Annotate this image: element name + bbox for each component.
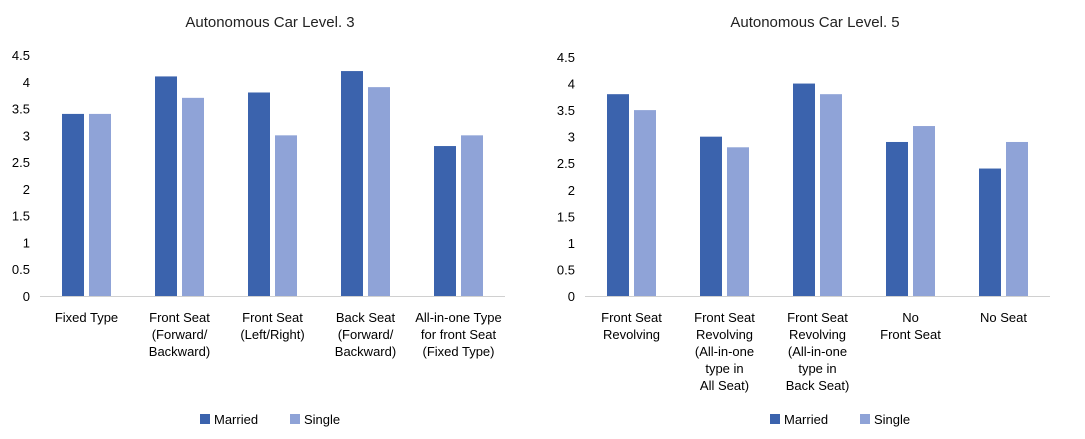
category-label-line: Front Seat [694, 310, 755, 325]
chart-level-5-svg: Autonomous Car Level. 5 0 0.5 1 1.5 2 2.5 3 3.5 4… [557, 14, 1050, 427]
legend-swatch-married [770, 414, 780, 424]
bar-single-1 [727, 147, 749, 296]
category-label-line: for front Seat [421, 327, 497, 342]
y-tick-label: 3 [23, 128, 30, 143]
category-label-line: No [902, 310, 919, 325]
y-tick-label: 1 [568, 236, 575, 251]
bar-married-0 [62, 113, 84, 297]
category-label-line: Front Seat [601, 310, 662, 325]
category-label-line: No Seat [980, 310, 1027, 325]
y-tick-label: 1 [23, 235, 30, 250]
category-label: Front Seat Revolving [601, 310, 662, 342]
y-tick-label: 3.5 [12, 102, 30, 117]
bar-married-2 [793, 83, 815, 296]
category-label-line: type in [798, 361, 836, 376]
y-tick-label: 3 [568, 130, 575, 145]
category-label-line: Revolving [789, 327, 846, 342]
y-tick-label: 0 [23, 289, 30, 304]
legend-label-single: Single [304, 412, 340, 427]
category-label-line: Backward) [149, 344, 210, 359]
category-label-line: Revolving [696, 327, 753, 342]
bar-married-1 [155, 76, 177, 296]
bar-single-1 [182, 97, 204, 296]
category-label-line: (Forward/ [338, 327, 394, 342]
y-tick-label: 3.5 [557, 103, 575, 118]
y-tick-label: 4.5 [12, 48, 30, 63]
chart-level-5: Autonomous Car Level. 5 0 0.5 1 1.5 2 2.5 3 3.5 4… [545, 0, 1085, 439]
bar-married-4 [979, 168, 1001, 296]
bar-married-0 [607, 94, 629, 296]
y-tick-label: 2.5 [12, 155, 30, 170]
bar-single-3 [368, 87, 390, 296]
category-label-line: (Left/Right) [240, 327, 304, 342]
category-label: Back Seat (Forward/Backward) [335, 310, 396, 359]
chart-level-3: Autonomous Car Level. 3 0 0.5 1 1.5 2 2.5 3 3.5 4… [0, 0, 540, 439]
y-tick-label: 2 [23, 182, 30, 197]
category-label-line: All-in-one Type [415, 310, 501, 325]
category-label-line: Front Seat [242, 310, 303, 325]
category-label-line: (Forward/ [152, 327, 208, 342]
category-label: Fixed Type [55, 310, 118, 325]
category-label-line: Back Seat) [786, 378, 850, 393]
legend-label-married: Married [784, 412, 828, 427]
category-label-line: Revolving [603, 327, 660, 342]
bar-married-4 [434, 146, 456, 296]
y-tick-label: 0.5 [557, 262, 575, 277]
category-label: No Front Seat [880, 310, 941, 342]
category-label-line: (All-in-one [695, 344, 754, 359]
legend-swatch-single [860, 414, 870, 424]
category-label: No Seat [980, 310, 1027, 325]
category-label: Front Seat Revolving (All-in-one type in Bac… [786, 310, 850, 393]
y-tick-label: 0.5 [12, 262, 30, 277]
category-label-line: Front Seat [149, 310, 210, 325]
bar-married-3 [886, 141, 908, 296]
chart-level-3-svg: Autonomous Car Level. 3 0 0.5 1 1.5 2 2.5 3 3.5 4… [12, 14, 505, 427]
bar-single-0 [634, 110, 656, 296]
category-label-line: Back Seat [336, 310, 396, 325]
category-label: Front Seat (Left/Right) [240, 310, 304, 342]
bar-single-2 [820, 94, 842, 296]
legend-swatch-married [200, 414, 210, 424]
category-label-line: (Fixed Type) [422, 344, 494, 359]
category-label-line: type in [705, 361, 743, 376]
legend-label-single: Single [874, 412, 910, 427]
category-label-line: Fixed Type [55, 310, 118, 325]
legend-label-married: Married [214, 412, 258, 427]
category-label-line: Front Seat [880, 327, 941, 342]
bar-single-4 [461, 135, 483, 296]
category-label: All-in-one Type for front Seat (Fixed Type… [415, 310, 501, 359]
category-label-line: All Seat) [700, 378, 749, 393]
chart-title: Autonomous Car Level. 5 [730, 14, 899, 31]
y-tick-label: 4 [568, 77, 575, 92]
bar-single-4 [1006, 141, 1028, 296]
y-tick-label: 0 [568, 289, 575, 304]
y-tick-label: 4 [23, 75, 30, 90]
y-tick-label: 4.5 [557, 50, 575, 65]
category-label-line: Backward) [335, 344, 396, 359]
category-label-line: (All-in-one [788, 344, 847, 359]
bar-single-3 [913, 126, 935, 297]
category-label-line: Front Seat [787, 310, 848, 325]
bar-married-1 [700, 136, 722, 296]
category-label: Front Seat Revolving (All-in-one type in All… [694, 310, 755, 393]
y-tick-label: 1.5 [12, 209, 30, 224]
bar-single-2 [275, 135, 297, 296]
y-tick-label: 1.5 [557, 209, 575, 224]
y-tick-label: 2.5 [557, 156, 575, 171]
bar-single-0 [89, 113, 111, 297]
y-tick-label: 2 [568, 183, 575, 198]
bar-married-2 [248, 92, 270, 296]
category-label: Front Seat (Forward/Backward) [149, 310, 210, 359]
chart-title: Autonomous Car Level. 3 [185, 14, 354, 31]
legend-swatch-single [290, 414, 300, 424]
bar-married-3 [341, 71, 363, 296]
